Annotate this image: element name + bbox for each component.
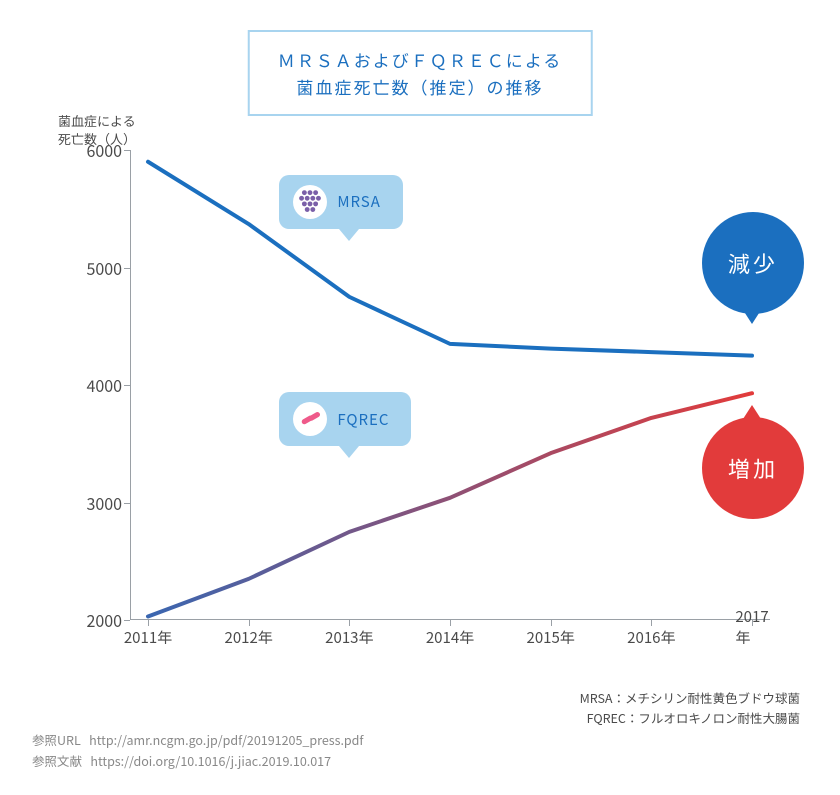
ref-url-label: 参照URL [32, 730, 81, 749]
x-tick-mark [651, 620, 652, 626]
x-tick: 2012年 [225, 627, 273, 648]
badge-tail-fqrec [743, 405, 761, 419]
plot-area: 20003000400050006000 2011年2012年2013年2014… [130, 150, 770, 620]
callout-tail [339, 446, 359, 458]
badge-tail-mrsa [743, 310, 761, 324]
callout-tail [339, 229, 359, 241]
x-tick-mark [450, 620, 451, 626]
ref-doc: https://doi.org/10.1016/j.jiac.2019.10.0… [90, 751, 331, 770]
x-tick: 2013年 [325, 627, 373, 648]
legend-note-line1: MRSA：メチシリン耐性黄色ブドウ球菌 [580, 688, 800, 708]
y-tick: 3000 [72, 491, 122, 515]
grape-icon [293, 185, 327, 219]
badge-fqrec: 増加 [702, 417, 804, 519]
ref-doc-label: 参照文献 [32, 751, 82, 770]
series-svg [130, 150, 770, 620]
callout-label-fqrec: FQREC [337, 409, 389, 430]
chart-container: ＭＲＳＡおよびＦＱＲＥＣによる 菌血症死亡数（推定）の推移 菌血症による 死亡数… [40, 30, 800, 680]
x-tick-mark [752, 620, 753, 626]
y-axis-label-line1: 菌血症による [58, 112, 136, 130]
y-tick: 2000 [72, 608, 122, 632]
x-tick: 2015年 [527, 627, 575, 648]
legend-note: MRSA：メチシリン耐性黄色ブドウ球菌 FQREC：フルオロキノロン耐性大腸菌 [580, 688, 800, 728]
x-tick-mark [349, 620, 350, 626]
chart-title-box: ＭＲＳＡおよびＦＱＲＥＣによる 菌血症死亡数（推定）の推移 [248, 30, 593, 116]
ref-url: http://amr.ncgm.go.jp/pdf/20191205_press… [89, 730, 363, 749]
series-line-mrsa [148, 162, 752, 356]
series-line-fqrec [148, 393, 752, 616]
x-tick-mark [551, 620, 552, 626]
callout-mrsa: MRSA [279, 175, 403, 229]
x-tick: 2016年 [627, 627, 675, 648]
y-tick: 5000 [72, 256, 122, 280]
x-tick: 2014年 [426, 627, 474, 648]
chart-title-line2: 菌血症死亡数（推定）の推移 [278, 73, 563, 100]
badge-mrsa: 減少 [702, 212, 804, 314]
y-tick: 4000 [72, 373, 122, 397]
callout-label-mrsa: MRSA [337, 191, 381, 212]
chart-title-line1: ＭＲＳＡおよびＦＱＲＥＣによる [278, 46, 563, 73]
callout-fqrec: FQREC [279, 392, 411, 446]
x-tick-mark [148, 620, 149, 626]
x-tick-mark [249, 620, 250, 626]
legend-note-line2: FQREC：フルオロキノロン耐性大腸菌 [580, 708, 800, 728]
y-tick: 6000 [72, 138, 122, 162]
x-tick: 2011年 [124, 627, 172, 648]
footer-refs: 参照URL http://amr.ncgm.go.jp/pdf/20191205… [32, 729, 364, 772]
y-tick-mark [124, 620, 130, 621]
rod-icon [293, 402, 327, 436]
